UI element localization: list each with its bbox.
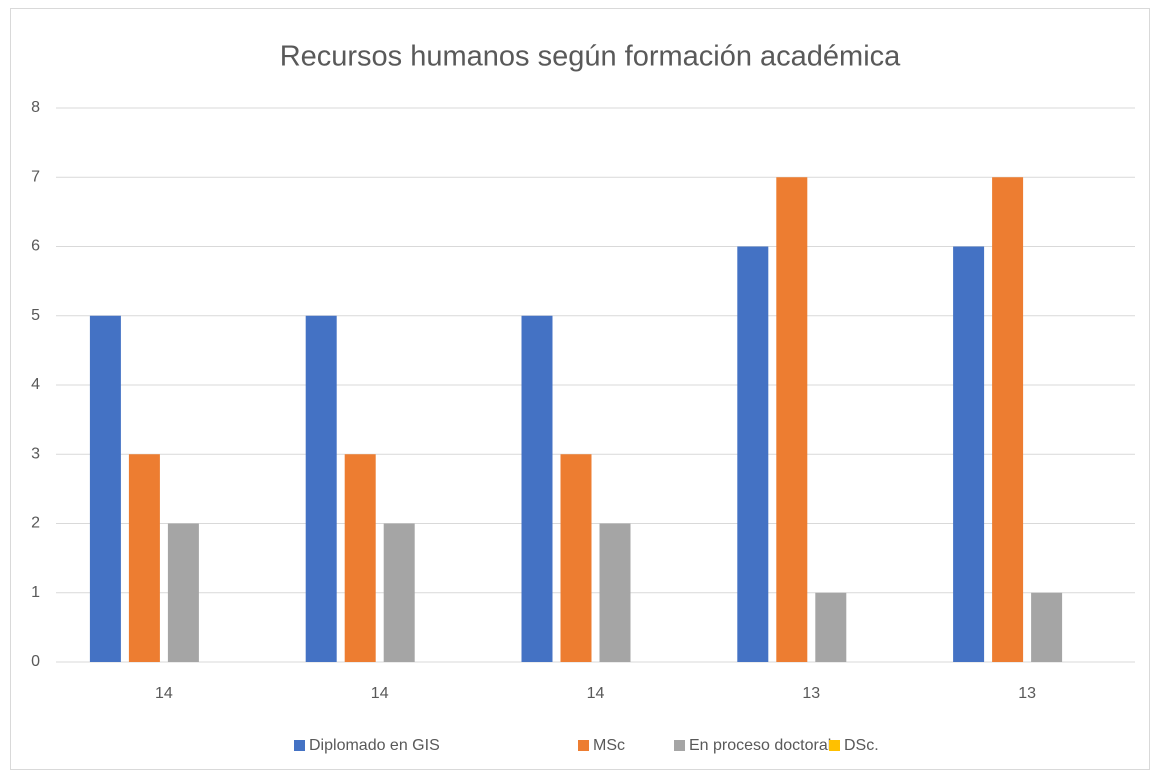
legend-label: MSc <box>593 737 625 754</box>
y-tick-label: 8 <box>31 99 40 116</box>
bar <box>1031 592 1063 662</box>
bar <box>992 177 1024 662</box>
bar <box>344 454 376 662</box>
legend-label: DSc. <box>844 737 879 754</box>
x-tick-label: 14 <box>155 685 173 702</box>
bar <box>89 315 121 662</box>
bar <box>521 315 553 662</box>
y-tick-label: 2 <box>31 515 40 532</box>
legend-label: Diplomado en GIS <box>309 737 440 754</box>
bar <box>599 523 631 662</box>
legend-swatch <box>294 740 305 751</box>
bar <box>776 177 808 662</box>
legend-label: En proceso doctoral <box>689 737 831 754</box>
chart-title: Recursos humanos según formación académi… <box>280 41 901 73</box>
bar <box>383 523 415 662</box>
y-tick-label: 4 <box>31 376 40 393</box>
y-tick-label: 6 <box>31 238 40 255</box>
y-tick-label: 1 <box>31 584 40 601</box>
x-tick-label: 14 <box>587 685 605 702</box>
bar <box>128 454 160 662</box>
legend-swatch <box>674 740 685 751</box>
legend-swatch <box>578 740 589 751</box>
x-tick-label: 14 <box>371 685 389 702</box>
y-tick-label: 3 <box>31 445 40 462</box>
legend-swatch <box>829 740 840 751</box>
y-tick-label: 7 <box>31 168 40 185</box>
bar <box>737 246 769 662</box>
bar <box>560 454 592 662</box>
y-tick-label: 0 <box>31 653 40 670</box>
bar <box>167 523 199 662</box>
y-tick-label: 5 <box>31 307 40 324</box>
x-tick-label: 13 <box>1018 685 1036 702</box>
bar <box>953 246 985 662</box>
bar <box>305 315 337 662</box>
x-tick-label: 13 <box>802 685 820 702</box>
bar <box>815 592 847 662</box>
